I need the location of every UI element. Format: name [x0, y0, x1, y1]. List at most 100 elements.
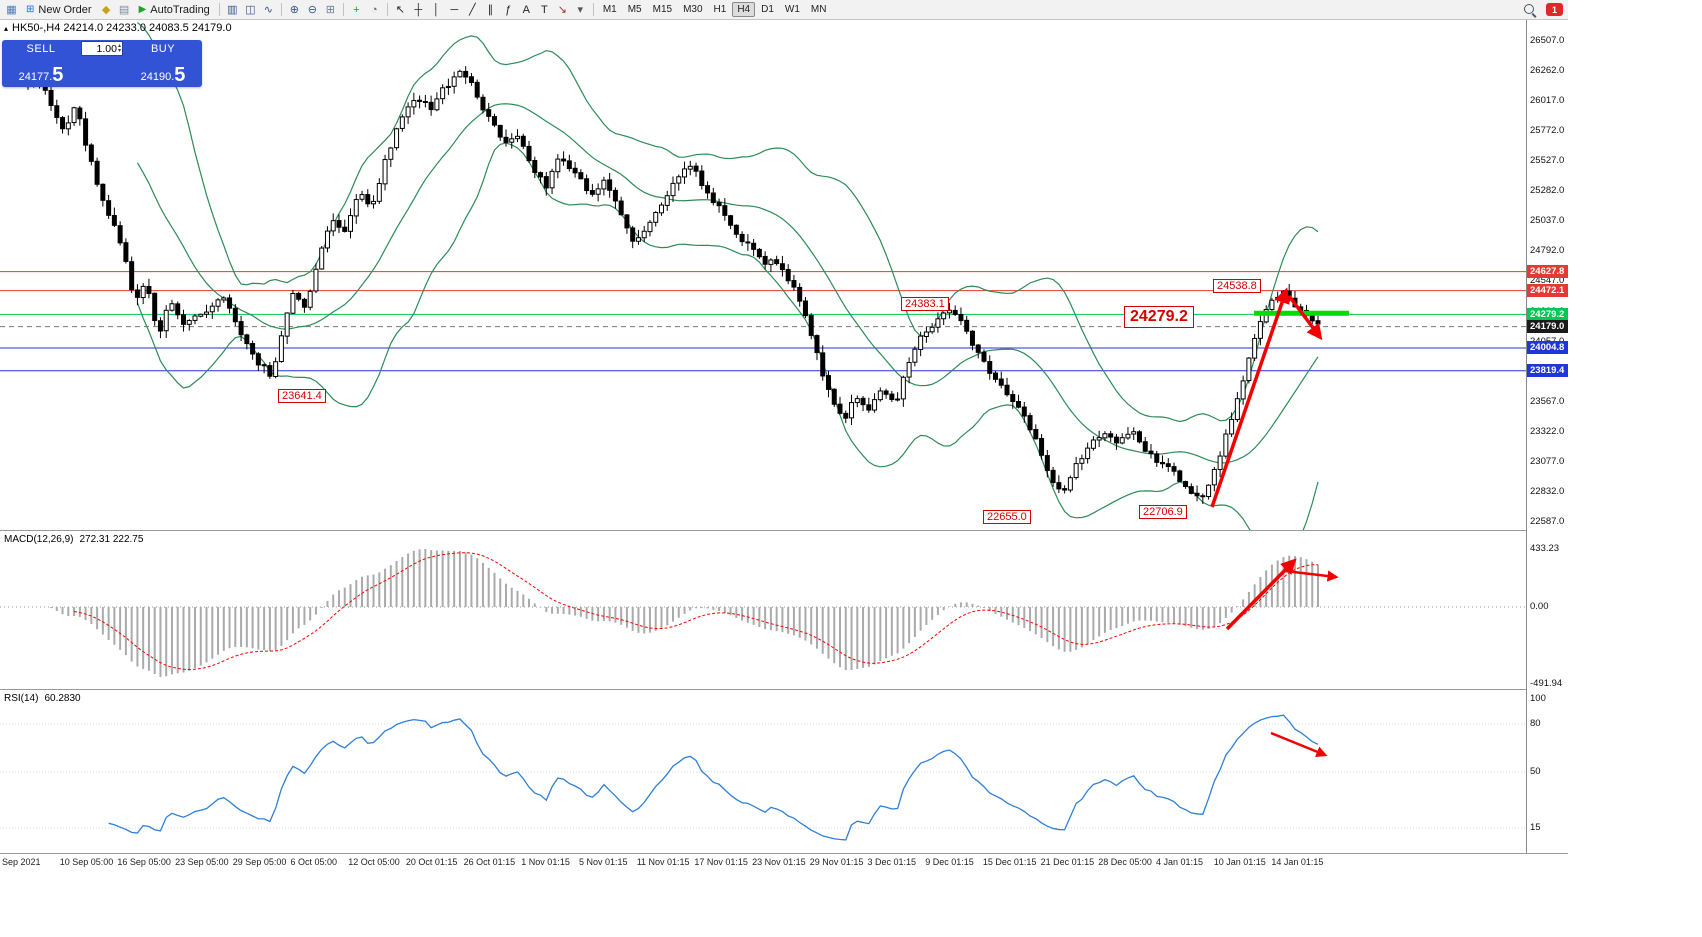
new-order-button[interactable]: ⊞ New Order — [21, 2, 97, 18]
sell-button[interactable]: SELL 24177. 5 — [2, 40, 80, 87]
price-axis-tick: 25282.0 — [1530, 185, 1565, 197]
time-label: 26 Oct 01:15 — [463, 857, 516, 867]
price-axis-badge: 24627.8 — [1527, 265, 1568, 279]
panel-separator[interactable] — [0, 530, 1568, 531]
horizontal-line-objects[interactable] — [0, 271, 1526, 372]
time-label: 4 Jan 01:15 — [1156, 857, 1204, 867]
drawn-arrow[interactable] — [1284, 569, 1339, 582]
toolbar-separator — [386, 3, 388, 16]
one-click-trading-panel: SELL 24177. 5 1.00 ▴ ▾ BUY 24190. 5 — [2, 40, 202, 87]
market-watch-icon[interactable]: ◆ — [101, 4, 111, 16]
notification-badge[interactable]: 1 — [1546, 3, 1563, 16]
one-click-toggle-icon[interactable]: ▴ — [4, 23, 9, 33]
sell-label: SELL — [26, 42, 56, 55]
price-annotation[interactable]: 22655.0 — [983, 510, 1031, 524]
time-label: Sep 2021 — [2, 857, 41, 867]
trendline-icon[interactable]: ╱ — [469, 4, 476, 16]
timeframe-button-d1[interactable]: D1 — [761, 4, 774, 15]
drawn-arrow[interactable] — [1225, 558, 1297, 631]
panel-separator[interactable] — [0, 689, 1568, 690]
drawn-arrow[interactable] — [1270, 731, 1328, 758]
time-axis[interactable]: Sep 2021 10 Sep 05:00 16 Sep 05:00 23 Sep 0… — [0, 854, 1568, 874]
tile-windows-icon[interactable]: ⊞ — [325, 4, 335, 16]
price-axis-tick: 25527.0 — [1530, 155, 1565, 167]
price-axis-badge: 24472.1 — [1527, 284, 1568, 298]
bar-chart-icon[interactable]: ▥ — [227, 4, 238, 16]
time-label: 29 Sep 05:00 — [232, 857, 287, 867]
dropdown-icon[interactable]: ▾ — [577, 4, 584, 16]
time-label: 23 Nov 01:15 — [752, 857, 806, 867]
autotrading-button[interactable]: ▶ AutoTrading — [134, 2, 215, 18]
cursor-icon[interactable]: ↖ — [395, 4, 405, 16]
panel-separator[interactable] — [0, 853, 1568, 854]
time-label: 21 Dec 01:15 — [1040, 857, 1095, 867]
horizontal-line-icon[interactable]: ─ — [450, 3, 459, 16]
mt4-window: 26507.0 26262.0 26017.0 25772.0 25527.0 25282… — [0, 0, 1568, 880]
price-annotation[interactable]: 23641.4 — [278, 389, 326, 403]
time-label: 23 Sep 05:00 — [175, 857, 229, 867]
timeframe-button-h4[interactable]: H4 — [732, 2, 756, 17]
timeframe-button-m1[interactable]: M1 — [602, 4, 617, 15]
timeframe-button-w1[interactable]: W1 — [784, 4, 800, 15]
fibonacci-icon[interactable]: ƒ — [505, 3, 512, 16]
price-axis-tick: 25037.0 — [1530, 215, 1565, 227]
price-annotation[interactable]: 24279.2 — [1124, 306, 1194, 328]
price-annotation[interactable]: 24383.1 — [901, 297, 949, 311]
price-axis-tick: 22587.0 — [1530, 515, 1565, 527]
buy-button[interactable]: BUY 24190. 5 — [124, 40, 202, 87]
timeframe-button-mn[interactable]: MN — [810, 4, 827, 15]
crosshair-icon[interactable]: ┼ — [414, 3, 423, 16]
macd-label: MACD(12,26,9) 272.31 222.75 — [4, 534, 144, 545]
time-label: 15 Dec 01:15 — [982, 857, 1037, 867]
buy-price: 24190. 5 — [140, 64, 186, 86]
main-chart-canvas[interactable] — [0, 19, 1568, 530]
timeframe-button-m5[interactable]: M5 — [627, 4, 642, 15]
period-icon[interactable]: ◔ — [370, 3, 378, 16]
price-axis[interactable]: 26507.0 26262.0 26017.0 25772.0 25527.0 25282… — [1526, 19, 1568, 853]
time-label: 16 Sep 05:00 — [117, 857, 171, 867]
zoom-out-icon[interactable]: ⊖ — [307, 4, 317, 16]
price-axis-tick: 26507.0 — [1530, 35, 1565, 47]
chart-title-ohlc: ▴ HK50-,H4 24214.0 24233.0 24083.5 24179… — [4, 22, 232, 34]
vertical-line-icon[interactable]: │ — [432, 3, 440, 16]
text-icon[interactable]: A — [522, 3, 530, 16]
time-label: 17 Nov 01:15 — [694, 857, 748, 867]
time-label: 28 Dec 05:00 — [1098, 857, 1152, 867]
macd-signal-line — [73, 552, 1319, 671]
price-axis-badge: 24004.8 — [1527, 341, 1568, 355]
macd-panel-canvas[interactable] — [0, 531, 1568, 689]
arrow-object-icon[interactable]: ↘ — [557, 4, 567, 16]
rsi-panel-canvas[interactable] — [0, 690, 1568, 853]
channel-icon[interactable]: ∥ — [487, 4, 494, 16]
price-annotation[interactable]: 24538.8 — [1213, 279, 1261, 293]
zoom-in-icon[interactable]: ⊕ — [289, 4, 299, 16]
drawn-arrow[interactable] — [1287, 294, 1323, 341]
timeframe-button-m15[interactable]: M15 — [652, 4, 673, 15]
indicators-icon[interactable]: + — [353, 3, 360, 16]
price-axis-tick: 25772.0 — [1530, 125, 1565, 137]
rsi-axis-label: 80 — [1530, 718, 1541, 729]
data-window-icon[interactable]: ▤ — [118, 4, 130, 16]
lot-size-input[interactable]: 1.00 ▴ ▾ — [81, 41, 123, 56]
time-label: 6 Oct 05:00 — [290, 857, 338, 867]
lot-size-area: 1.00 ▴ ▾ — [80, 40, 124, 87]
timeframe-button-m30[interactable]: M30 — [683, 4, 703, 15]
lot-increase-button[interactable]: ▴ — [117, 42, 121, 49]
price-annotation[interactable]: 22706.9 — [1139, 505, 1187, 519]
candlestick-icon[interactable]: ◫ — [245, 4, 256, 16]
toolbar: ▦ ⊞ New Order ◆ ▤ ▶ AutoTrading ▥ ◫ ∿ ⊕ ⊖ ⊞ + ◔ ↖ ┼ │ ─ ╱ ∥ ƒ… — [0, 0, 1568, 20]
time-label: 9 Dec 01:15 — [925, 857, 974, 867]
time-label: 10 Jan 01:15 — [1213, 857, 1266, 867]
lot-decrease-button[interactable]: ▾ — [117, 47, 121, 54]
price-axis-tick: 26017.0 — [1530, 95, 1565, 107]
line-chart-icon[interactable]: ∿ — [263, 4, 273, 16]
drawn-arrow[interactable] — [1210, 287, 1290, 508]
new-chart-icon[interactable]: ▦ — [6, 4, 17, 16]
search-icon[interactable] — [1523, 3, 1537, 17]
price-axis-tick: 24547.0 — [1530, 275, 1565, 287]
timeframe-button-h1[interactable]: H1 — [713, 4, 727, 15]
label-icon[interactable]: T — [540, 3, 548, 16]
macd-axis-label: -491.94 — [1530, 678, 1563, 689]
price-axis-tick: 26262.0 — [1530, 65, 1565, 77]
rsi-axis-label: 15 — [1530, 822, 1541, 833]
